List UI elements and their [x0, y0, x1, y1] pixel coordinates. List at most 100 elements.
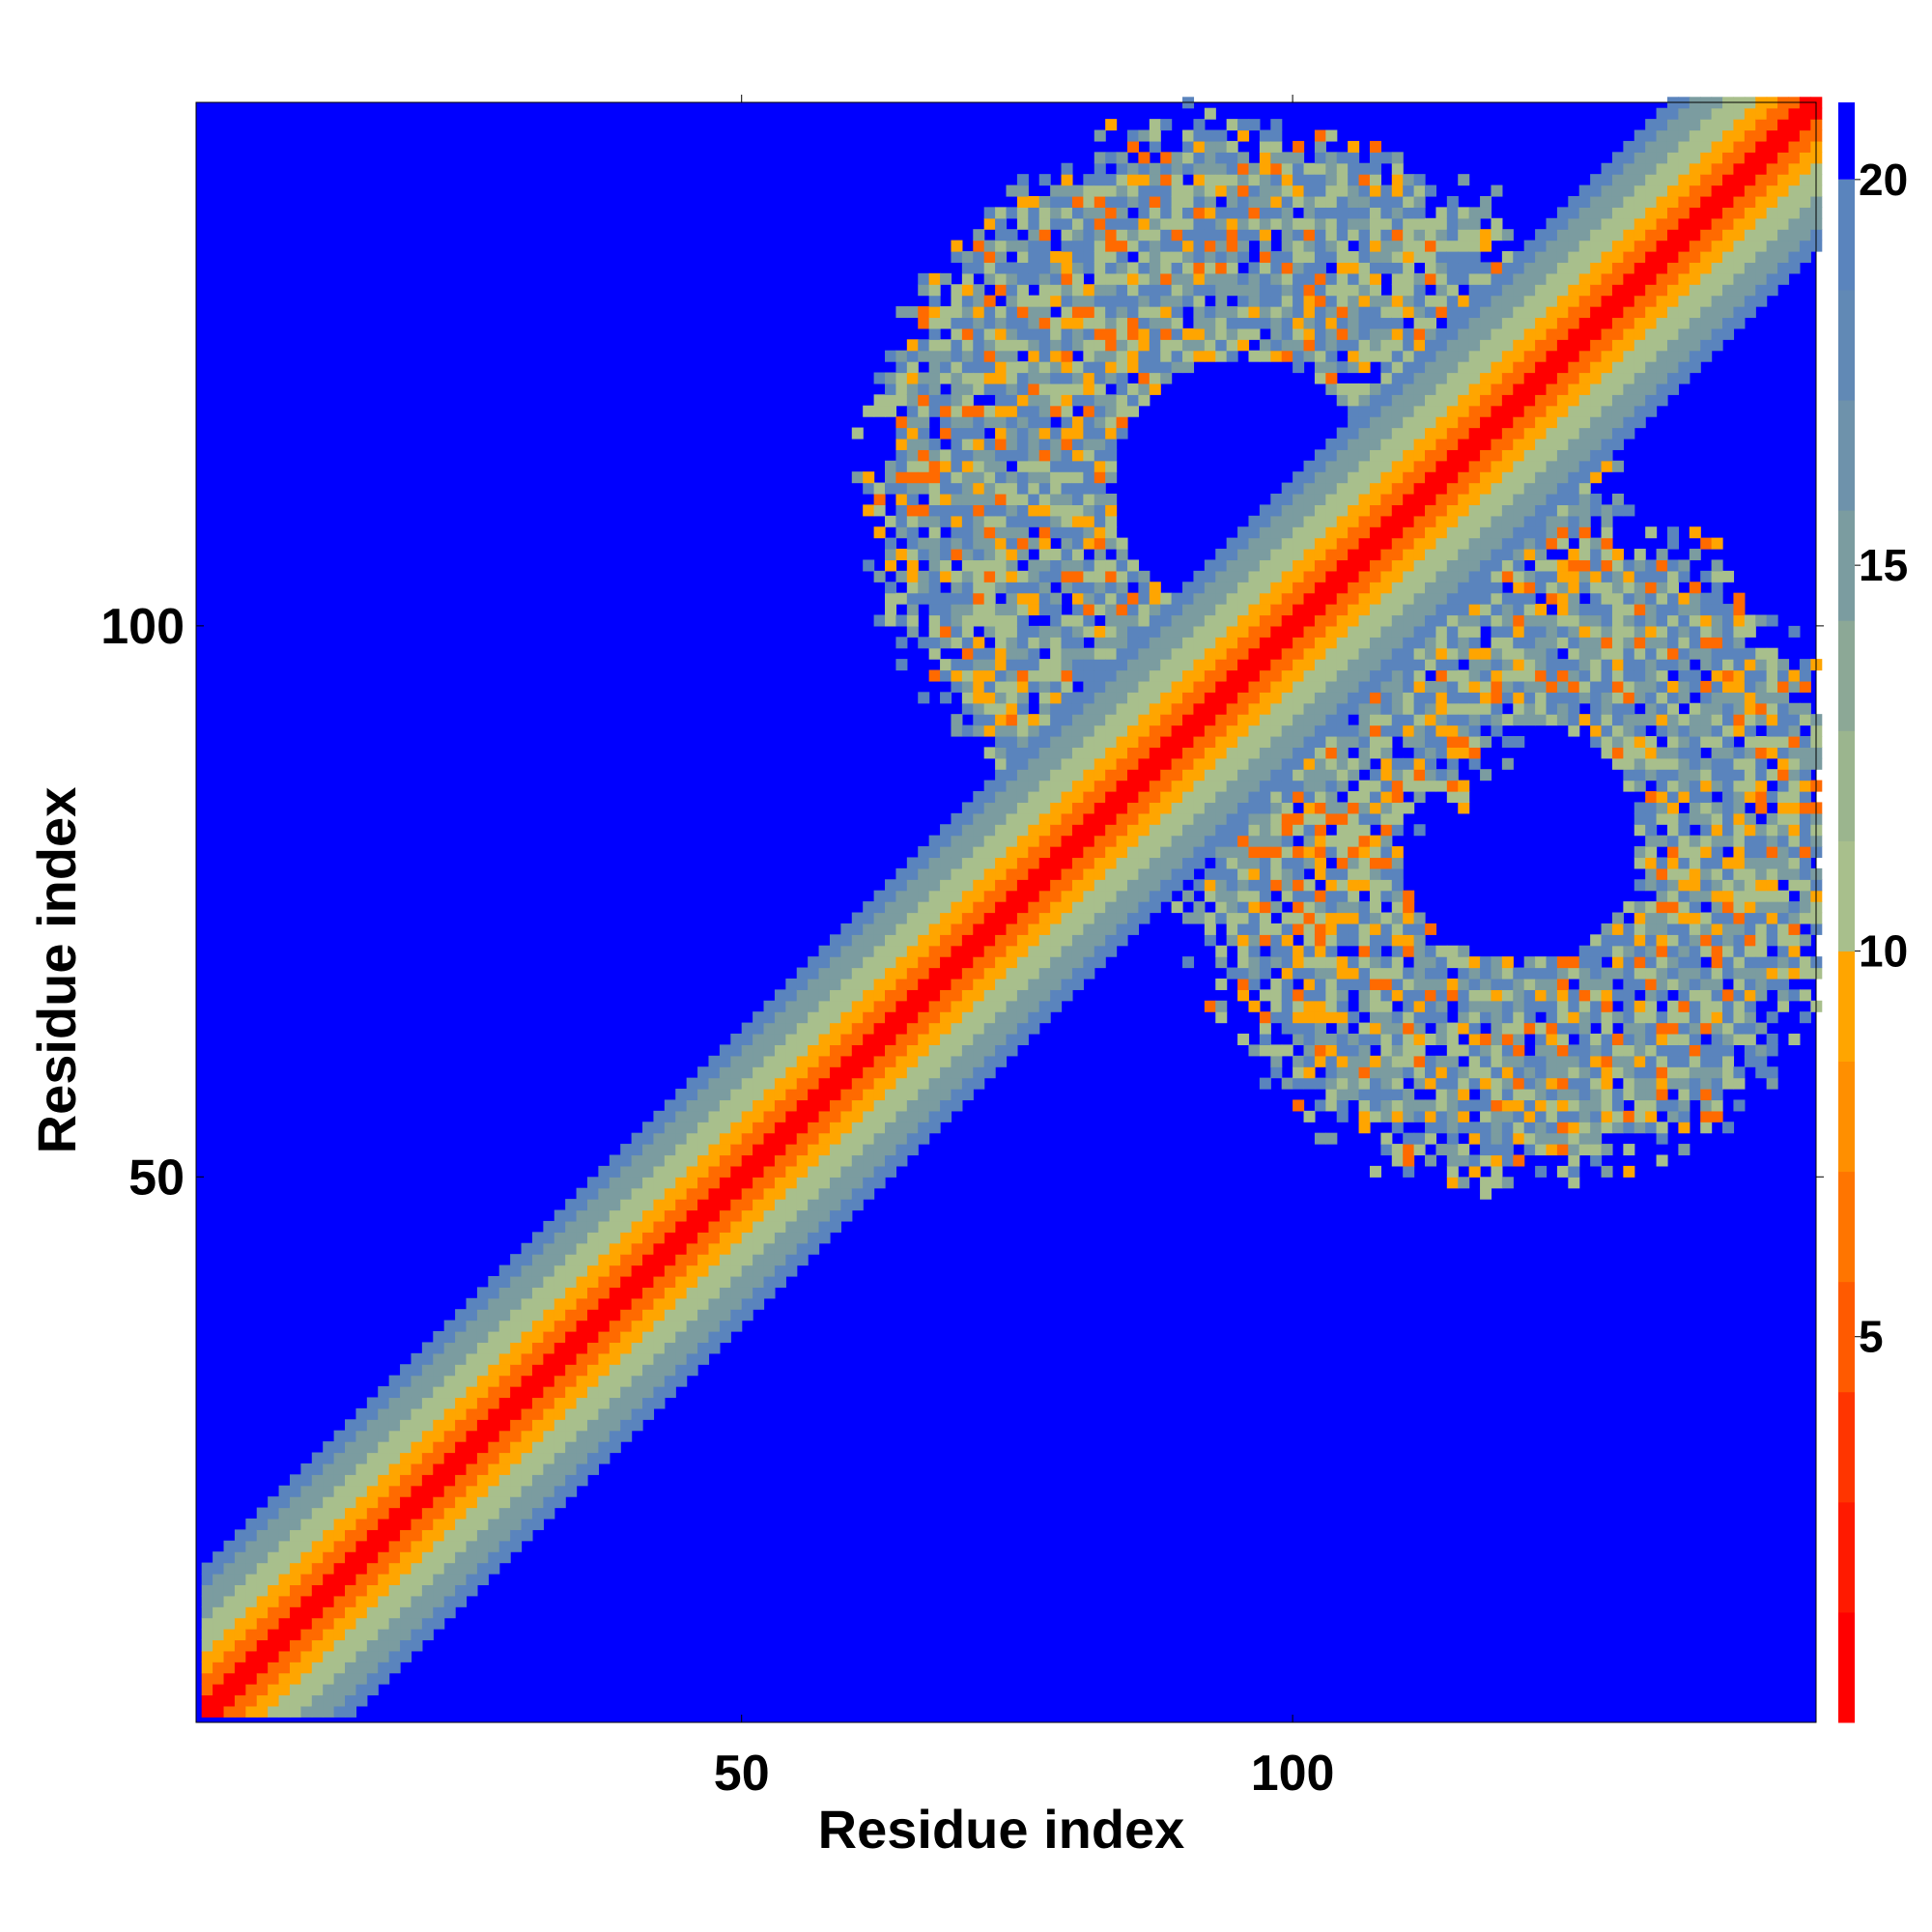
- heatmap-cell: [983, 526, 996, 539]
- heatmap-cell: [521, 1474, 533, 1487]
- heatmap-cell: [1391, 867, 1404, 880]
- heatmap-cell: [1348, 791, 1360, 804]
- heatmap-cell: [609, 1177, 621, 1189]
- heatmap-cell: [1204, 669, 1216, 682]
- heatmap-cell: [1160, 724, 1173, 737]
- heatmap-cell: [885, 482, 897, 495]
- heatmap-cell: [918, 879, 930, 892]
- heatmap-cell: [1126, 879, 1139, 892]
- heatmap-cell: [498, 1551, 511, 1564]
- heatmap-cell: [918, 482, 930, 495]
- heatmap-cell: [1380, 625, 1393, 638]
- heatmap-cell: [1006, 1000, 1018, 1012]
- heatmap-cell: [1369, 637, 1381, 649]
- heatmap-cell: [1160, 614, 1173, 627]
- heatmap-cell: [1050, 901, 1063, 914]
- heatmap-cell: [741, 1309, 753, 1321]
- heatmap-cell: [1050, 967, 1063, 980]
- heatmap-cell: [1094, 824, 1106, 837]
- heatmap-cell: [1149, 129, 1161, 142]
- heatmap-cell: [1105, 614, 1118, 627]
- heatmap-cell: [1226, 152, 1238, 164]
- heatmap-cell: [1369, 350, 1381, 362]
- heatmap-cell: [1050, 604, 1063, 616]
- heatmap-cell: [1160, 604, 1173, 616]
- heatmap-cell: [213, 1650, 225, 1662]
- heatmap-cell: [1182, 240, 1195, 252]
- heatmap-cell: [774, 1254, 786, 1266]
- heatmap-cell: [1303, 780, 1316, 792]
- heatmap-cell: [1259, 604, 1271, 616]
- heatmap-cell: [1314, 1033, 1326, 1045]
- heatmap-cell: [730, 1177, 743, 1189]
- heatmap-cell: [1380, 846, 1393, 859]
- heatmap-cell: [961, 493, 974, 505]
- heatmap-cell: [333, 1441, 346, 1454]
- heatmap-cell: [521, 1419, 533, 1432]
- heatmap-cell: [1380, 152, 1393, 164]
- heatmap-cell: [763, 1122, 776, 1134]
- heatmap-cell: [1105, 504, 1118, 517]
- heatmap-cell: [995, 217, 1008, 230]
- heatmap-cell: [730, 1187, 743, 1200]
- heatmap-cell: [1204, 570, 1216, 582]
- heatmap-cell: [1348, 614, 1360, 627]
- heatmap-cell: [609, 1232, 621, 1244]
- heatmap-cell: [918, 989, 930, 1002]
- heatmap-cell: [1259, 835, 1271, 847]
- heatmap-cell: [620, 1352, 633, 1365]
- heatmap-cell: [1259, 692, 1271, 704]
- heatmap-cell: [1403, 614, 1415, 627]
- heatmap-cell: [961, 659, 974, 671]
- heatmap-cell: [421, 1540, 434, 1552]
- heatmap-cell: [1028, 295, 1040, 307]
- heatmap-cell: [951, 471, 963, 484]
- heatmap-cell: [1149, 119, 1161, 131]
- heatmap-cell: [928, 537, 941, 550]
- heatmap-cell: [918, 427, 930, 440]
- heatmap-cell: [1006, 361, 1018, 374]
- heatmap-cell: [1050, 879, 1063, 892]
- heatmap-cell: [1293, 549, 1305, 561]
- heatmap-cell: [995, 647, 1008, 660]
- heatmap-cell: [796, 1154, 809, 1167]
- heatmap-cell: [1116, 559, 1128, 572]
- heatmap-cell: [1160, 835, 1173, 847]
- heatmap-cell: [697, 1352, 710, 1365]
- heatmap-cell: [366, 1639, 379, 1652]
- heatmap-cell: [708, 1132, 721, 1145]
- heatmap-cell: [521, 1430, 533, 1442]
- heatmap-cell: [620, 1264, 633, 1277]
- heatmap-cell: [1325, 129, 1338, 142]
- heatmap-cell: [1083, 317, 1095, 329]
- heatmap-cell: [1314, 769, 1326, 781]
- heatmap-cell: [940, 272, 952, 285]
- heatmap-cell: [1380, 647, 1393, 660]
- heatmap-cell: [1237, 680, 1250, 693]
- heatmap-cell: [829, 1132, 841, 1145]
- heatmap-cell: [1182, 350, 1195, 362]
- heatmap-cell: [1116, 262, 1128, 274]
- heatmap-cell: [1348, 901, 1360, 914]
- heatmap-cell: [873, 1044, 886, 1057]
- heatmap-cell: [1380, 967, 1393, 980]
- heatmap-cell: [686, 1342, 698, 1354]
- heatmap-cell: [774, 1132, 786, 1145]
- heatmap-cell: [961, 692, 974, 704]
- heatmap-cell: [1105, 824, 1118, 837]
- heatmap-cell: [1281, 251, 1293, 264]
- heatmap-cell: [808, 1144, 820, 1156]
- heatmap-cell: [940, 317, 952, 329]
- heatmap-cell: [455, 1485, 468, 1497]
- heatmap-cell: [1006, 416, 1018, 429]
- heatmap-cell: [1006, 185, 1018, 197]
- heatmap-cell: [1204, 625, 1216, 638]
- heatmap-cell: [1105, 714, 1118, 726]
- heatmap-cell: [400, 1463, 412, 1475]
- heatmap-cell: [851, 956, 864, 969]
- heatmap-cell: [818, 967, 831, 980]
- heatmap-cell: [1336, 669, 1349, 682]
- heatmap-cell: [1071, 262, 1084, 274]
- heatmap-cell: [1204, 714, 1216, 726]
- heatmap-cell: [818, 1044, 831, 1057]
